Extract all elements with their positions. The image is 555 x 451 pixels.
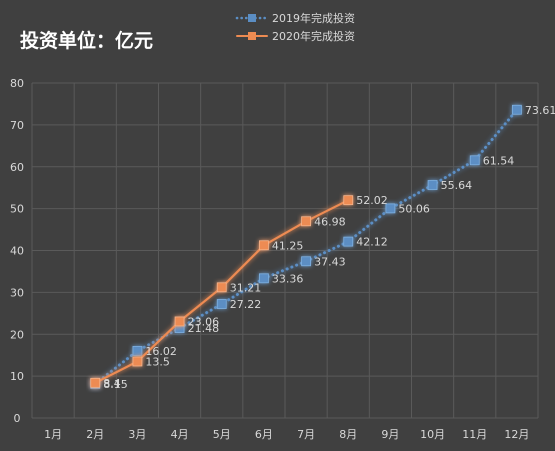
data-label: 31.21: [230, 281, 262, 294]
chart-legend: 2019年完成投资 2020年完成投资: [235, 11, 355, 43]
data-point: [343, 195, 354, 206]
data-point: [343, 236, 354, 247]
data-label: 13.5: [145, 355, 170, 368]
x-tick-label: 7月: [297, 428, 315, 441]
data-labels-layer: 8.15 16.02 21.48 27.22 33.36 37.43 42.12 50.06 5…: [103, 104, 555, 391]
data-label: 42.12: [356, 236, 388, 249]
x-tick-label: 6月: [255, 428, 273, 441]
data-label: 41.25: [272, 239, 304, 252]
data-point: [301, 256, 311, 267]
data-point: [469, 155, 480, 166]
data-label: 16.02: [145, 345, 177, 358]
y-tick-label: 0: [14, 412, 21, 425]
data-label: 55.64: [441, 179, 473, 192]
x-tick-label: 2月: [86, 428, 104, 441]
x-tick-label: 12月: [504, 428, 529, 441]
legend-item: 2019年完成投资: [235, 11, 355, 25]
y-tick-label: 40: [10, 245, 24, 258]
y-tick-label: 70: [10, 119, 24, 132]
legend-marker: [248, 14, 256, 22]
data-label: 52.02: [356, 194, 388, 207]
y-tick-label: 20: [10, 328, 24, 341]
data-point: [132, 356, 143, 367]
legend-item: 2020年完成投资: [236, 29, 355, 43]
data-label: 50.06: [398, 202, 430, 215]
legend-label: 2019年完成投资: [272, 11, 355, 25]
y-tick-label: 60: [10, 161, 24, 174]
legend-label: 2020年完成投资: [272, 29, 355, 43]
x-tick-label: 11月: [462, 428, 487, 441]
data-point: [259, 240, 269, 251]
y-tick-label: 10: [10, 370, 24, 383]
data-point: [427, 180, 438, 190]
x-tick-label: 10月: [420, 428, 445, 441]
series-1: [90, 195, 354, 388]
x-tick-label: 3月: [128, 428, 146, 441]
data-label: 33.36: [272, 272, 304, 285]
y-axis-ticks: 0 10 20 30 40 50 60 70 80: [10, 77, 24, 425]
data-label: 21.48: [188, 322, 220, 335]
x-tick-label: 9月: [381, 428, 399, 441]
data-label: 8.15: [103, 378, 128, 391]
data-label: 61.54: [483, 154, 515, 167]
x-tick-label: 8月: [339, 428, 357, 441]
x-axis-ticks: 1月 2月 3月 4月 5月 6月 7月 8月 9月 10月 11月 12月: [44, 428, 529, 441]
data-label: 27.22: [230, 298, 262, 311]
data-point: [512, 104, 522, 115]
data-point: [216, 282, 227, 293]
y-tick-label: 50: [10, 203, 24, 216]
data-point: [90, 377, 101, 388]
data-point: [385, 203, 396, 214]
y-tick-label: 30: [10, 286, 24, 299]
series-layer: [90, 104, 522, 389]
data-label: 8.4: [103, 377, 121, 390]
data-label: 73.61: [525, 104, 555, 117]
data-label: 23.06: [188, 315, 220, 328]
chart-title: 投资单位：亿元: [20, 29, 153, 52]
y-tick-label: 80: [10, 77, 24, 90]
data-label: 46.98: [314, 215, 346, 228]
x-tick-label: 5月: [213, 428, 231, 441]
data-point: [301, 216, 311, 227]
legend-marker: [248, 32, 256, 40]
data-point: [216, 299, 227, 309]
x-tick-label: 1月: [44, 428, 62, 441]
data-point: [132, 346, 143, 356]
chart-grid: [31, 82, 539, 419]
data-point: [259, 273, 269, 284]
x-tick-label: 4月: [171, 428, 189, 441]
data-label: 37.43: [314, 255, 346, 268]
data-point: [174, 316, 185, 327]
